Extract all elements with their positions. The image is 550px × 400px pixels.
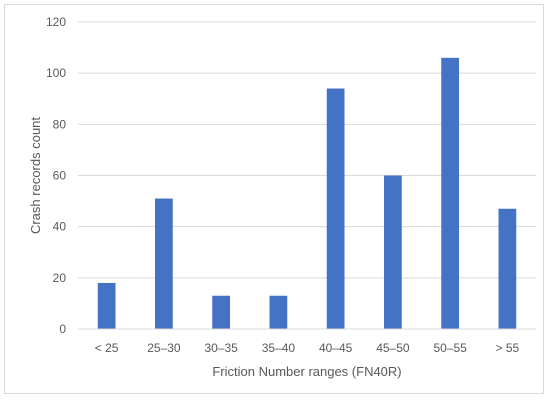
bar — [97, 282, 116, 329]
x-tick-label: < 25 — [95, 341, 119, 355]
bar — [155, 198, 173, 329]
y-tick-label: 80 — [53, 117, 67, 131]
bar — [384, 175, 402, 329]
bar — [326, 88, 345, 330]
y-tick-label: 120 — [46, 15, 66, 29]
bar — [498, 208, 517, 329]
bar — [212, 295, 230, 329]
x-tick-label: 45–50 — [376, 341, 410, 355]
y-tick-label: 20 — [53, 271, 67, 285]
y-tick-label: 100 — [46, 66, 66, 80]
x-tick-label: 25–30 — [147, 341, 181, 355]
y-tick-label: 60 — [53, 169, 67, 183]
x-tick-label: 50–55 — [433, 341, 467, 355]
bar — [441, 57, 459, 330]
y-tick-label: 0 — [59, 322, 66, 336]
y-tick-label: 40 — [53, 220, 67, 234]
y-axis-ticks: 0 20 40 60 80 100 120 — [46, 15, 66, 336]
bars — [97, 57, 517, 330]
x-tick-label: > 55 — [496, 341, 520, 355]
x-tick-label: 35–40 — [262, 341, 296, 355]
gridlines — [78, 21, 536, 279]
x-axis-title: Friction Number ranges (FN40R) — [212, 364, 401, 379]
x-tick-label: 30–35 — [204, 341, 238, 355]
x-tick-label: 40–45 — [319, 341, 353, 355]
y-axis-title: Crash records count — [28, 117, 43, 234]
bar — [269, 295, 288, 329]
x-axis-ticks: < 25 25–30 30–35 35–40 40–45 45–50 50–55 > 55 — [95, 341, 520, 355]
